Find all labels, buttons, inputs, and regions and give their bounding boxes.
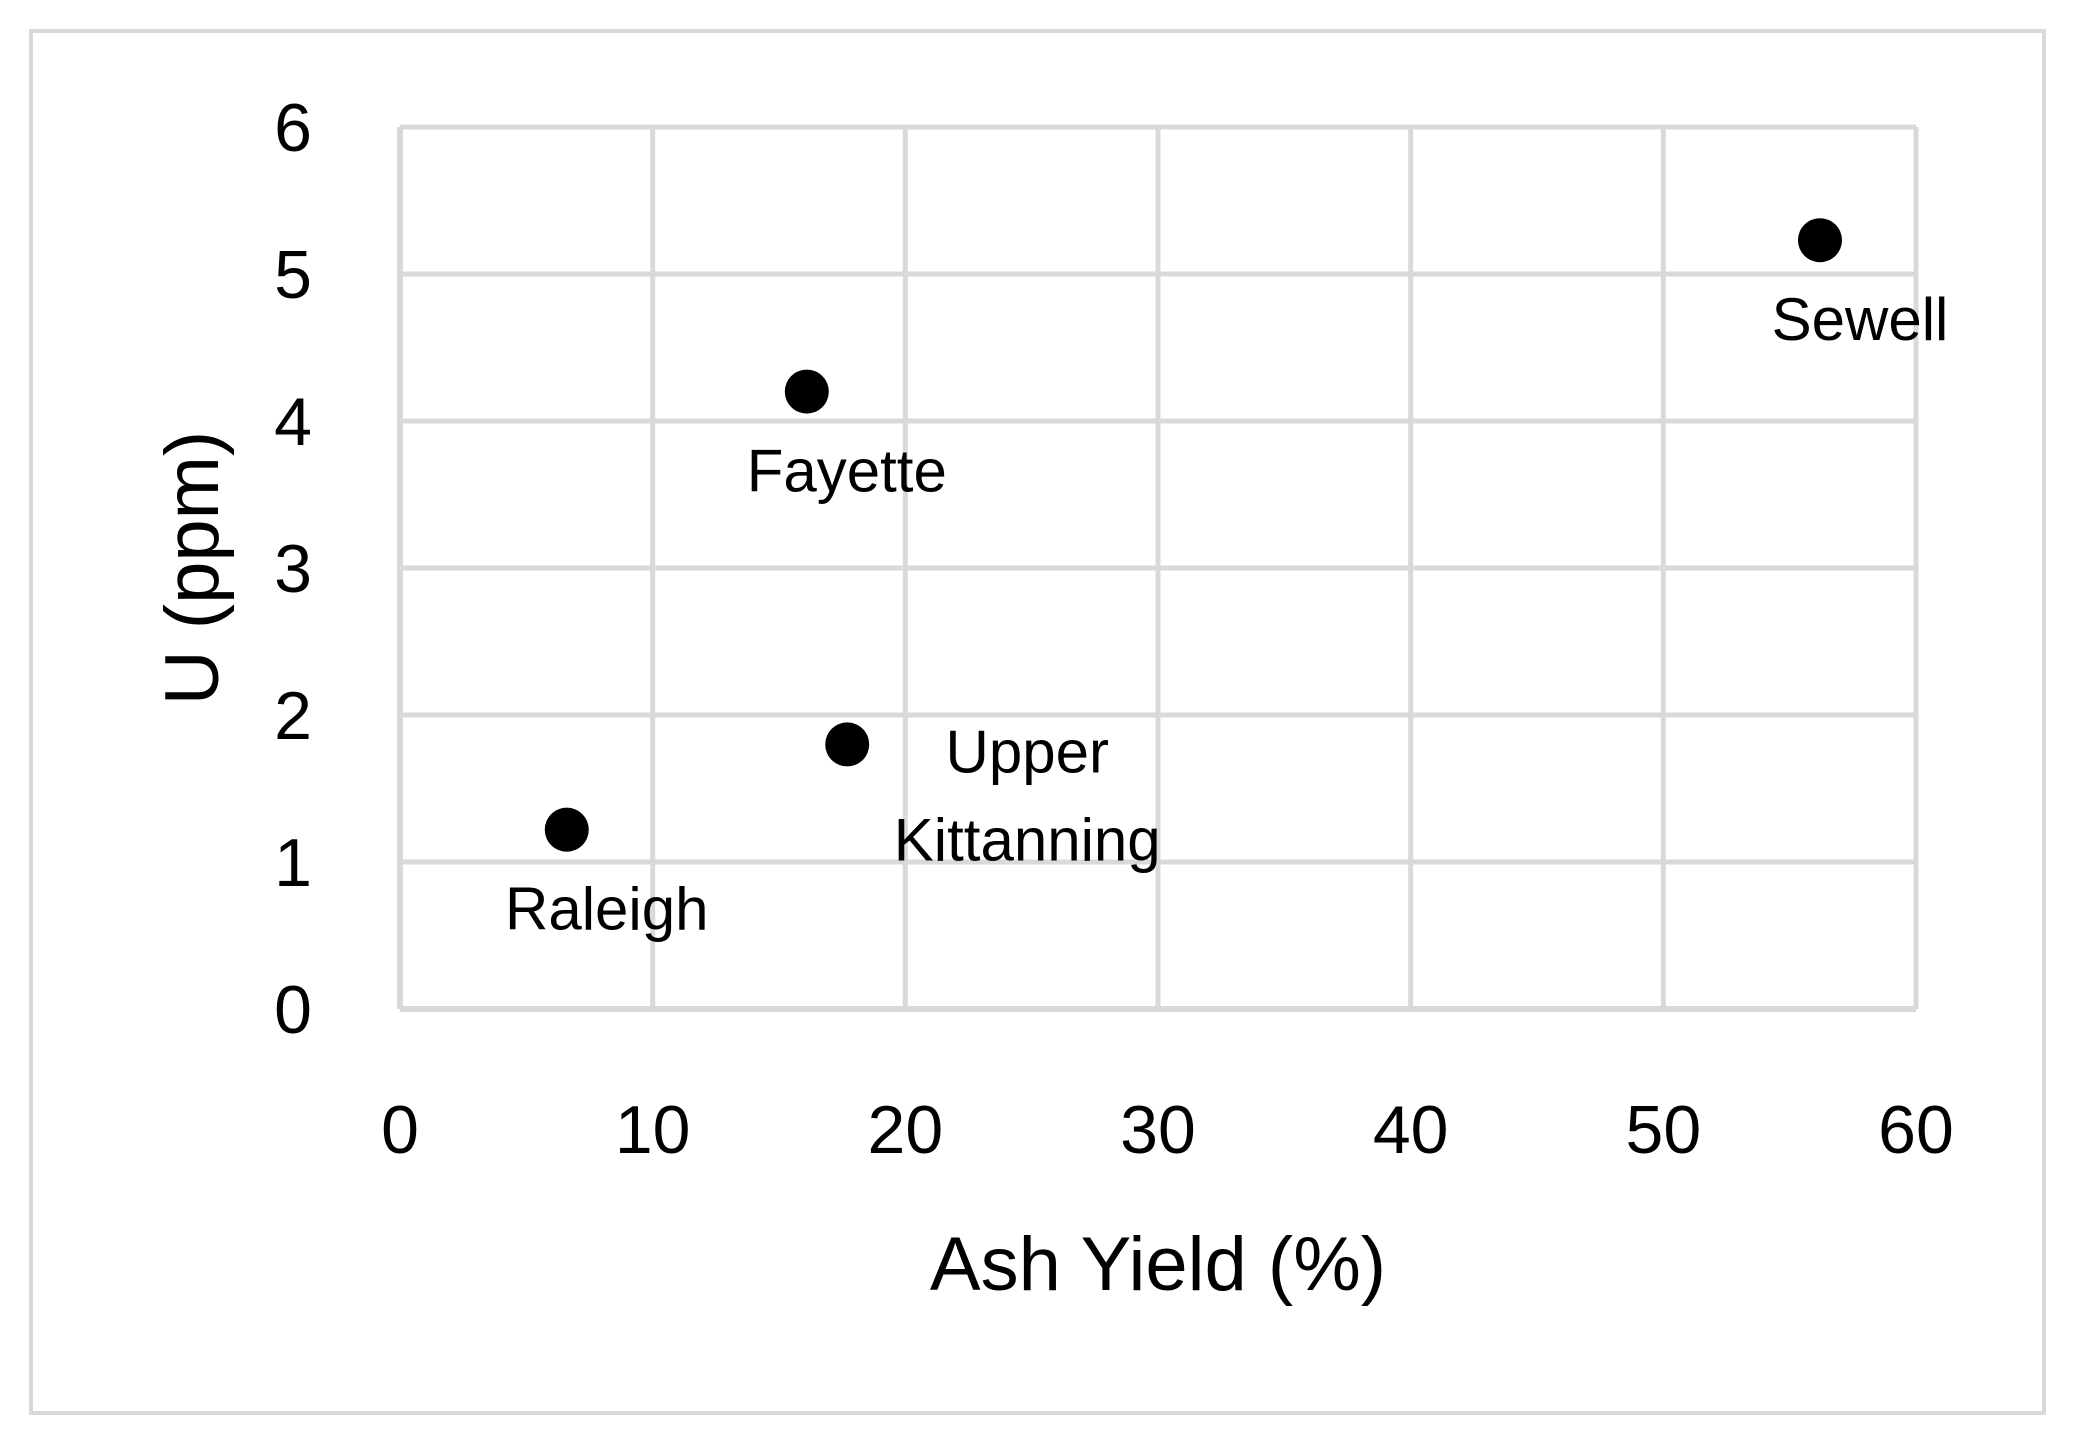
data-point: [825, 722, 870, 767]
y-tick-label: 6: [274, 90, 312, 166]
point-label-line: Upper: [946, 718, 1109, 785]
data-point: [784, 369, 829, 414]
data-point: [544, 807, 589, 852]
point-label-line: Sewell: [1772, 286, 1949, 353]
y-axis-title: U (ppm): [150, 431, 235, 705]
y-tick-label: 2: [274, 678, 312, 754]
axes: [397, 127, 1916, 1012]
y-tick-label: 4: [274, 384, 312, 460]
point-label: Raleigh: [505, 876, 708, 943]
x-tick-label: 0: [381, 1092, 419, 1168]
point-label: Upper Kittanning: [894, 718, 1161, 873]
data-point: [1797, 218, 1842, 263]
point-labels: Raleigh Fayette Upper Kittanning Sewell: [505, 286, 1948, 942]
x-tick-label: 50: [1626, 1092, 1702, 1168]
y-tick-label: 3: [274, 531, 312, 607]
y-tick-label: 5: [274, 237, 312, 313]
point-label: Sewell: [1772, 286, 1949, 353]
chart-frame: [29, 29, 2046, 1415]
y-tick-label: 1: [274, 825, 312, 901]
x-tick-label: 30: [1120, 1092, 1196, 1168]
x-tick-label: 10: [615, 1092, 691, 1168]
x-tick-label: 20: [868, 1092, 944, 1168]
point-label-line: Raleigh: [505, 876, 708, 943]
x-tick-label: 60: [1878, 1092, 1954, 1168]
data-points: [544, 218, 1842, 852]
y-tick-label: 0: [274, 972, 312, 1048]
x-tick-label: 40: [1373, 1092, 1449, 1168]
point-label: Fayette: [747, 438, 947, 505]
x-axis-title: Ash Yield (%): [930, 1222, 1386, 1307]
x-tick-labels: 0 10 20 30 40 50 60: [381, 1092, 1954, 1168]
point-label-line: Fayette: [747, 438, 947, 505]
point-label-line: Kittanning: [894, 806, 1161, 873]
y-tick-labels: 0 1 2 3 4 5 6: [274, 90, 312, 1048]
